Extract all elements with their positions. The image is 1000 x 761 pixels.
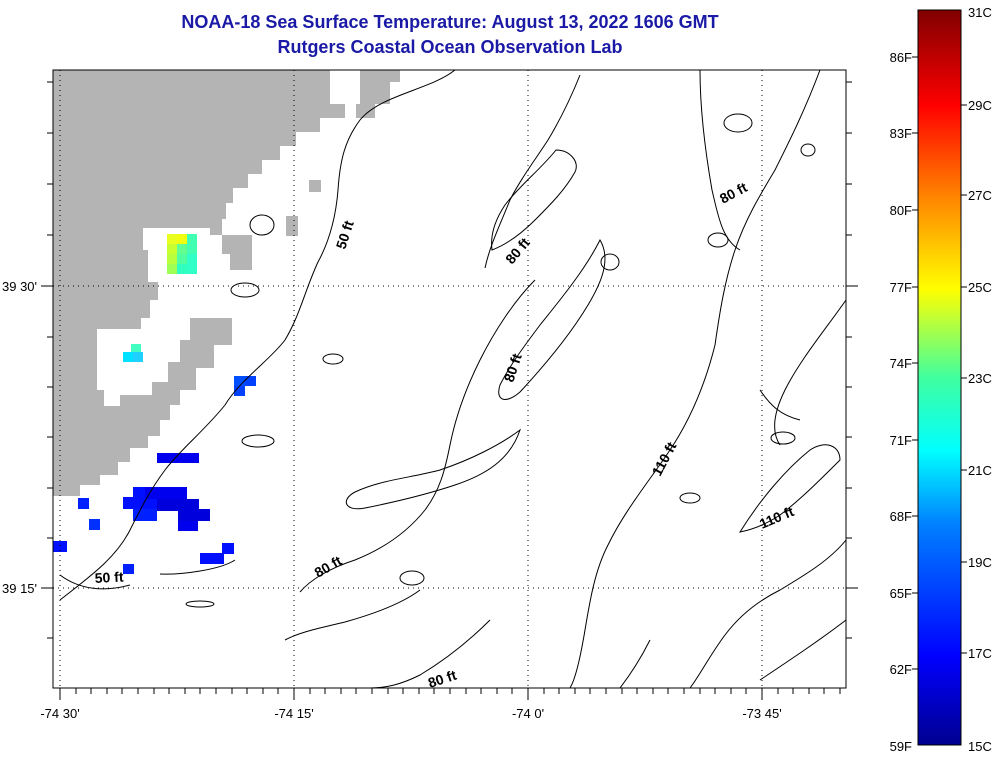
colorbar-c-label: 21C: [968, 463, 992, 478]
x-tick-label: -73 45': [742, 706, 781, 721]
colorbar-c-label: 29C: [968, 98, 992, 113]
colorbar-f-label: 68F: [890, 509, 912, 524]
colorbar-f-label: 77F: [890, 280, 912, 295]
colorbar-c-label: 27C: [968, 188, 992, 203]
x-tick-label: -74 30': [40, 706, 79, 721]
colorbar-f-label: 65F: [890, 586, 912, 601]
colorbar: 86F 83F 80F 77F 74F 71F 68F 65F 62F 59F …: [890, 5, 992, 754]
y-tick-label: 39 30': [2, 279, 37, 294]
contour-label: 80 ft: [426, 667, 459, 691]
colorbar-f-label: 83F: [890, 126, 912, 141]
colorbar-c-label: 19C: [968, 555, 992, 570]
map-plot-area: 50 ft 50 ft 80 ft 80 ft 80 ft 80 ft 80 f…: [53, 70, 846, 691]
colorbar-c-label: 25C: [968, 280, 992, 295]
axis-ticks: [41, 81, 858, 700]
colorbar-gradient: [917, 9, 962, 746]
x-tick-label: -74 15': [274, 706, 313, 721]
sst-pixels: [53, 234, 256, 574]
x-tick-label: -74 0': [512, 706, 544, 721]
map-subtitle: Rutgers Coastal Ocean Observation Lab: [277, 37, 623, 57]
graticule: [53, 70, 846, 688]
contour-label: 50 ft: [94, 568, 124, 586]
axis-labels: -74 30' -74 15' -74 0' -73 45' 39 30' 39…: [2, 279, 782, 721]
colorbar-c-label: 15C: [968, 739, 992, 754]
colorbar-c-label: 31C: [968, 5, 992, 20]
map-title: NOAA-18 Sea Surface Temperature: August …: [181, 12, 719, 32]
colorbar-f-label: 62F: [890, 662, 912, 677]
colorbar-f-label: 71F: [890, 433, 912, 448]
colorbar-c-label: 17C: [968, 646, 992, 661]
colorbar-c-label: 23C: [968, 371, 992, 386]
colorbar-f-label: 59F: [890, 739, 912, 754]
y-tick-label: 39 15': [2, 581, 37, 596]
colorbar-f-label: 86F: [890, 50, 912, 65]
colorbar-f-label: 80F: [890, 203, 912, 218]
colorbar-f-label: 74F: [890, 356, 912, 371]
bathymetry-contours: [59, 70, 846, 688]
